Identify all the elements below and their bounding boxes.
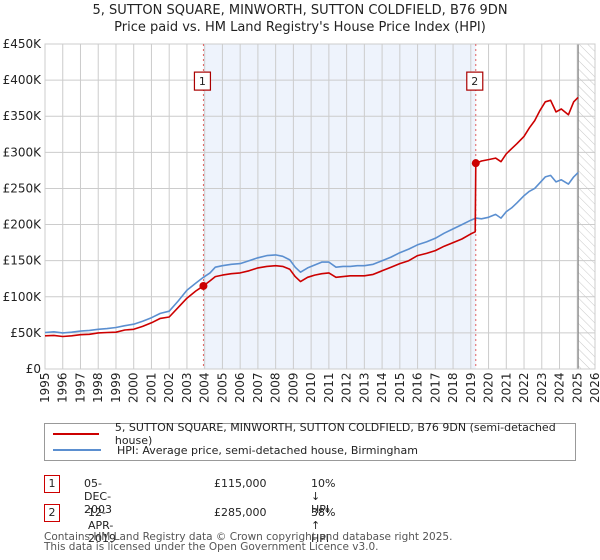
x-tick-label: 1995	[38, 372, 52, 403]
forecast-hatch-region	[578, 44, 595, 369]
x-tick-label: 1998	[91, 372, 105, 403]
footer-line-1: Contains HM Land Registry data © Crown c…	[44, 531, 453, 543]
x-tick-label: 2001	[144, 372, 158, 403]
x-tick-label: 2014	[375, 372, 389, 403]
x-tick-label: 2007	[251, 372, 265, 403]
property-price-line	[44, 96, 579, 338]
x-tick-label: 2004	[198, 372, 212, 403]
x-tick-label: 2024	[553, 372, 567, 403]
chart-title: 5, SUTTON SQUARE, MINWORTH, SUTTON COLDF…	[92, 3, 508, 18]
legend-item-hpi: HPI: Average price, semi-detached house,…	[45, 442, 418, 458]
x-tick-label: 2002	[162, 372, 176, 403]
x-tick-label: 2000	[127, 372, 141, 403]
sale-price: £115,000	[214, 477, 267, 490]
sale-point	[471, 159, 480, 168]
y-tick-label: £100K	[3, 290, 43, 304]
x-tick-label: 2006	[233, 372, 247, 403]
hpi-line	[44, 172, 579, 334]
legend-label-property: 5, SUTTON SQUARE, MINWORTH, SUTTON COLDF…	[114, 421, 556, 447]
x-tick-label: 2023	[535, 372, 549, 403]
x-tick-label: 2019	[464, 372, 478, 403]
x-tick-label: 2013	[357, 372, 371, 403]
x-tick-label: 2011	[322, 372, 336, 403]
x-tick-label: 1999	[109, 372, 123, 403]
sale-price: £285,000	[214, 506, 267, 519]
x-tick-label: 1996	[56, 372, 70, 403]
ownership-shaded-region	[203, 44, 476, 369]
sale-marker-label: 2	[471, 75, 478, 88]
sale-marker-box	[193, 71, 212, 91]
sale-marker-label: 1	[199, 75, 206, 88]
y-tick-label: £400K	[3, 73, 43, 87]
x-tick-label: 2008	[269, 372, 283, 403]
x-tick-label: 2020	[482, 372, 496, 403]
x-tick-label: 2021	[499, 372, 513, 403]
y-tick-label: £250K	[3, 181, 43, 195]
sale-marker-box	[466, 71, 484, 91]
sale-point	[199, 281, 208, 290]
chart-subtitle: Price paid vs. HM Land Registry's House …	[114, 20, 486, 35]
x-tick-label: 2017	[428, 372, 442, 403]
x-tick-label: 2010	[304, 372, 318, 403]
y-tick-label: £350K	[3, 109, 43, 123]
x-tick-label: 1997	[73, 372, 87, 403]
x-tick-label: 2022	[517, 372, 531, 403]
y-tick-label: £450K	[3, 37, 43, 51]
y-tick-label: £150K	[3, 254, 43, 268]
x-tick-label: 2026	[588, 372, 600, 403]
x-tick-label: 2012	[340, 372, 354, 403]
y-tick-label: £300K	[3, 145, 43, 159]
chart-legend: 5, SUTTON SQUARE, MINWORTH, SUTTON COLDF…	[44, 421, 576, 461]
x-tick-label: 2005	[215, 372, 229, 403]
sale-number-badge: 2	[44, 504, 60, 522]
footer-attribution: Contains HM Land Registry data © Crown c…	[44, 531, 453, 553]
x-tick-label: 2016	[411, 372, 425, 403]
y-tick-label: £0	[26, 362, 41, 376]
sale-hpi-delta: 10% ↓ HPI	[311, 477, 336, 516]
x-tick-label: 2015	[393, 372, 407, 403]
price-chart: 1 2 £0 £50K £100K £150K £200K £250K £300K £350K £…	[3, 37, 600, 403]
sale-hpi-delta: 38% ↑ HPI	[311, 506, 336, 545]
footer-line-2: This data is licensed under the Open Gov…	[44, 541, 379, 553]
x-tick-label: 2009	[286, 372, 300, 403]
legend-label-hpi: HPI: Average price, semi-detached house,…	[117, 443, 418, 457]
sale-number-badge: 1	[44, 475, 60, 493]
sale-date: 12-APR-2019	[88, 506, 116, 545]
x-tick-label: 2018	[446, 372, 460, 403]
y-tick-label: £50K	[10, 326, 42, 340]
legend-swatch-hpi	[53, 449, 101, 451]
plot-border	[44, 43, 596, 370]
x-tick-label: 2003	[180, 372, 194, 403]
legend-swatch-property	[53, 433, 99, 435]
legend-item-property: 5, SUTTON SQUARE, MINWORTH, SUTTON COLDF…	[45, 421, 575, 447]
y-tick-label: £200K	[3, 218, 43, 232]
sale-date: 05-DEC-2003	[84, 477, 112, 516]
x-tick-label: 2025	[570, 372, 584, 403]
